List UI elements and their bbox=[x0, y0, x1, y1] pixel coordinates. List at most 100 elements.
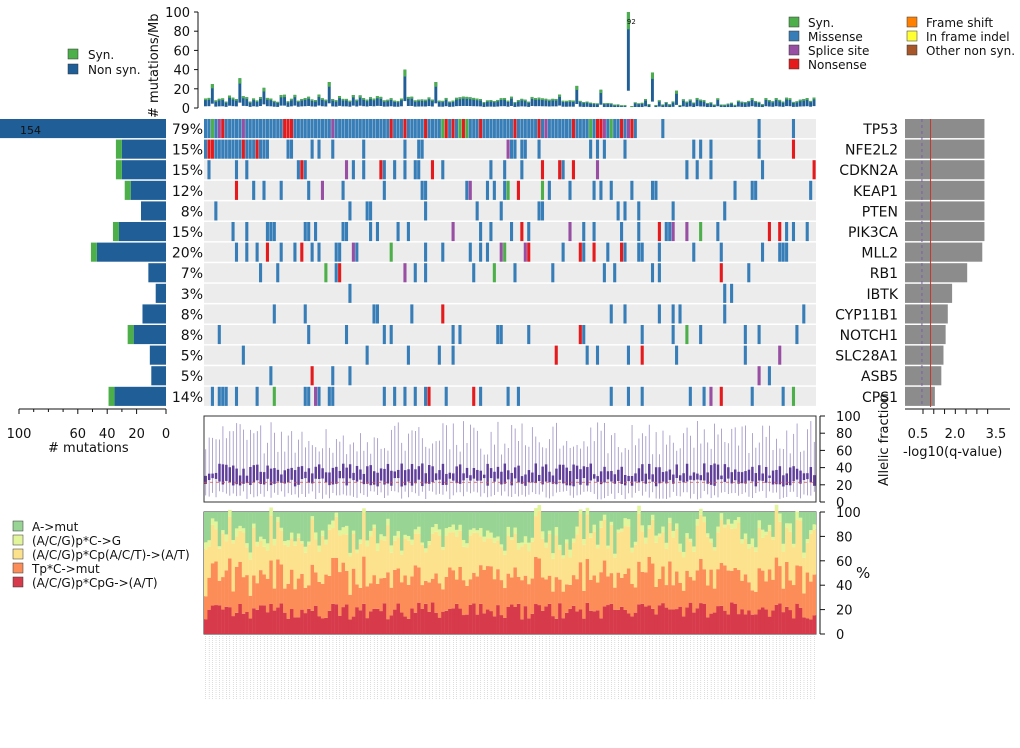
top-bar-syn bbox=[207, 97, 211, 100]
matrix-cell bbox=[314, 119, 318, 139]
spectrum-segment bbox=[702, 569, 707, 604]
matrix-cell bbox=[661, 119, 665, 139]
top-bar-nonsyn bbox=[613, 104, 617, 108]
spectrum-segment bbox=[565, 584, 569, 613]
top-bar-nonsyn bbox=[448, 101, 452, 107]
matrix-cell bbox=[513, 263, 517, 283]
top-bar-syn bbox=[795, 101, 799, 103]
top-bar-syn bbox=[571, 100, 575, 102]
matrix-cell bbox=[540, 201, 545, 221]
spectrum-segment bbox=[537, 605, 542, 634]
matrix-cell bbox=[760, 160, 765, 180]
spectrum-segment bbox=[523, 543, 528, 576]
spectrum-segment bbox=[241, 528, 246, 533]
top-bar-syn bbox=[386, 99, 390, 102]
matrix-cell bbox=[262, 119, 266, 139]
spectrum-segment bbox=[413, 612, 418, 634]
top-bar-nonsyn bbox=[310, 99, 314, 107]
matrix-cell bbox=[289, 139, 294, 159]
spectrum-segment bbox=[382, 577, 387, 604]
matrix-cell bbox=[637, 201, 641, 221]
top-bar-nonsyn bbox=[565, 100, 568, 107]
top-bar-nonsyn bbox=[534, 98, 537, 107]
top-bar-nonsyn bbox=[286, 101, 290, 107]
spectrum-segment bbox=[740, 539, 744, 544]
matrix-cell bbox=[640, 242, 644, 262]
matrix-cell bbox=[485, 180, 490, 200]
spectrum-segment bbox=[210, 524, 215, 564]
spectrum-segment bbox=[389, 512, 394, 546]
top-bar-nonsyn bbox=[592, 103, 596, 108]
spectrum-segment bbox=[228, 509, 232, 517]
allelic-box bbox=[802, 473, 806, 481]
allelic-box bbox=[342, 463, 345, 479]
spectrum-segment bbox=[602, 560, 607, 607]
matrix-cell bbox=[595, 345, 600, 365]
spectrum-segment bbox=[334, 512, 339, 517]
matrix-cell bbox=[633, 119, 637, 139]
allelic-box bbox=[204, 475, 207, 484]
top-bar-nonsyn bbox=[228, 95, 231, 106]
allelic-box bbox=[386, 463, 390, 484]
spectrum-segment bbox=[468, 512, 473, 530]
spectrum-segment bbox=[595, 512, 600, 545]
spectrum-segment bbox=[657, 533, 662, 537]
matrix-cell bbox=[582, 325, 586, 345]
matrix-cell bbox=[207, 139, 211, 159]
spectrum-segment bbox=[589, 512, 593, 534]
legend-label-missense: Missense bbox=[808, 30, 863, 44]
top-bar-syn bbox=[661, 104, 665, 106]
matrix-cell bbox=[606, 242, 610, 262]
gene-label: CYP11B1 bbox=[835, 307, 898, 323]
spectrum-segment bbox=[702, 603, 707, 634]
matrix-cell bbox=[255, 139, 259, 159]
spectrum-segment bbox=[214, 529, 218, 562]
top-bar-nonsyn bbox=[785, 97, 788, 107]
matrix-cell bbox=[303, 386, 307, 406]
spectrum-segment bbox=[482, 536, 487, 542]
allelic-box bbox=[256, 464, 259, 481]
gene-label: PIK3CA bbox=[848, 225, 898, 241]
spectrum-segment bbox=[465, 543, 469, 548]
matrix-cell bbox=[265, 139, 269, 159]
matrix-row-bg bbox=[204, 325, 816, 345]
spectrum-segment bbox=[702, 516, 707, 523]
spectrum-segment bbox=[798, 517, 803, 521]
matrix-cell bbox=[320, 119, 324, 139]
spectrum-segment bbox=[461, 546, 466, 581]
matrix-cell bbox=[582, 222, 586, 242]
top-bar-syn bbox=[585, 101, 589, 103]
matrix-cell bbox=[527, 325, 531, 345]
spectrum-segment bbox=[661, 532, 665, 567]
spectrum-segment bbox=[650, 514, 655, 520]
top-bar-nonsyn bbox=[540, 98, 544, 107]
matrix-cell bbox=[389, 325, 393, 345]
matrix-cell bbox=[207, 160, 211, 180]
spectrum-segment bbox=[785, 527, 789, 563]
spectrum-segment bbox=[344, 525, 349, 535]
spectrum-segment bbox=[760, 512, 765, 530]
matrix-cell bbox=[568, 119, 572, 139]
spectrum-segment bbox=[499, 544, 504, 548]
spectrum-segment bbox=[554, 577, 559, 619]
top-bar-syn bbox=[599, 89, 603, 94]
top-bar-syn bbox=[699, 99, 703, 102]
gene-label: ASB5 bbox=[861, 369, 898, 385]
allelic-box bbox=[266, 465, 269, 479]
allelic-box bbox=[486, 463, 489, 486]
spectrum-segment bbox=[461, 539, 466, 547]
matrix-cell bbox=[265, 119, 269, 139]
allelic-tick-label: 20 bbox=[836, 479, 853, 494]
spectrum-segment bbox=[664, 607, 669, 634]
spectrum-segment bbox=[320, 512, 325, 531]
spectrum-segment bbox=[637, 561, 641, 605]
top-bar-nonsyn bbox=[503, 97, 507, 107]
matrix-cell bbox=[293, 242, 297, 262]
spectrum-segment bbox=[712, 550, 717, 589]
matrix-cell bbox=[489, 119, 493, 139]
spectrum-segment bbox=[575, 526, 579, 535]
matrix-cell bbox=[623, 304, 627, 324]
top-bar-nonsyn bbox=[379, 96, 383, 107]
mutation-legend: Syn. Missense Splice site Nonsense Frame… bbox=[788, 16, 1015, 72]
spectrum-segment bbox=[778, 603, 782, 634]
